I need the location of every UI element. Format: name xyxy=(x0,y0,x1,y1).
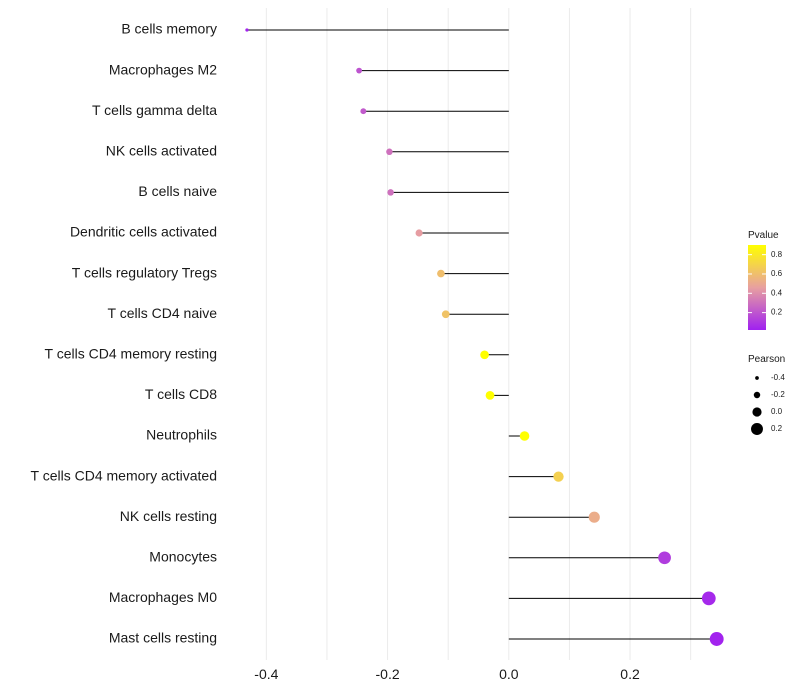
pearson-legend-dot xyxy=(751,423,763,435)
pvalue-tick-label: 0.2 xyxy=(771,308,783,317)
category-label: NK cells resting xyxy=(120,508,217,524)
pvalue-tick-label: 0.6 xyxy=(771,269,783,278)
data-point xyxy=(415,229,423,237)
pearson-legend-label: -0.2 xyxy=(771,390,785,399)
data-point xyxy=(437,269,445,278)
category-label: T cells CD4 memory resting xyxy=(45,346,217,362)
category-label: Mast cells resting xyxy=(109,630,217,646)
data-point xyxy=(701,591,716,606)
pvalue-colorbar xyxy=(748,245,766,330)
pearson-legend-label: 0.2 xyxy=(771,424,783,433)
category-label: Macrophages M0 xyxy=(109,589,217,605)
x-tick-label: 0.2 xyxy=(620,666,640,682)
category-label: Monocytes xyxy=(149,549,217,565)
pearson-legend: Pearson -0.4 -0.2 0.0 0.2 xyxy=(748,354,785,435)
x-axis-ticks: -0.4 -0.2 0.0 0.2 xyxy=(254,666,640,682)
pearson-legend-label: -0.4 xyxy=(771,373,785,382)
category-label: B cells memory xyxy=(121,21,217,37)
pearson-legend-label: 0.0 xyxy=(771,407,783,416)
pvalue-legend-title: Pvalue xyxy=(748,230,779,241)
data-point xyxy=(588,511,600,523)
pvalue-tick-label: 0.4 xyxy=(771,288,783,297)
category-label: T cells CD4 memory activated xyxy=(31,467,217,483)
pearson-legend-dot xyxy=(753,391,761,399)
pvalue-legend-ticks: 0.8 0.6 0.4 0.2 xyxy=(748,250,783,317)
category-label: Macrophages M2 xyxy=(109,61,217,77)
data-point xyxy=(356,67,362,74)
category-label: T cells CD4 naive xyxy=(108,305,218,321)
data-point xyxy=(441,310,450,319)
data-point xyxy=(553,471,564,482)
data-point xyxy=(360,108,367,115)
x-tick-label: -0.4 xyxy=(254,666,278,682)
data-point xyxy=(245,28,249,32)
category-label: B cells naive xyxy=(138,183,217,199)
data-point xyxy=(386,148,393,156)
category-label: NK cells activated xyxy=(106,143,217,159)
data-point xyxy=(519,431,530,441)
category-labels: B cells memory Macrophages M2 T cells gamm… xyxy=(31,21,218,646)
category-label: Dendritic cells activated xyxy=(70,224,217,240)
pvalue-tick-label: 0.8 xyxy=(771,250,783,259)
data-point xyxy=(387,189,394,196)
category-label: T cells CD8 xyxy=(145,386,217,402)
x-tick-label: 0.0 xyxy=(499,666,519,682)
x-tick-label: -0.2 xyxy=(376,666,400,682)
category-label: T cells gamma delta xyxy=(92,102,217,118)
pearson-legend-dot xyxy=(755,376,759,380)
pearson-legend-items: -0.4 -0.2 0.0 0.2 xyxy=(751,373,785,435)
pearson-legend-title: Pearson xyxy=(748,354,785,365)
data-point xyxy=(480,350,489,360)
grid xyxy=(265,8,692,660)
pvalue-legend: Pvalue 0.8 0.6 0.4 0.2 xyxy=(748,230,783,330)
pearson-legend-dot xyxy=(752,407,762,417)
data-point xyxy=(709,632,724,646)
category-label: T cells regulatory Tregs xyxy=(72,264,217,280)
dots xyxy=(245,28,724,646)
data-point xyxy=(658,551,671,565)
data-point xyxy=(485,391,495,400)
stems xyxy=(246,29,717,640)
category-label: Neutrophils xyxy=(146,427,217,443)
